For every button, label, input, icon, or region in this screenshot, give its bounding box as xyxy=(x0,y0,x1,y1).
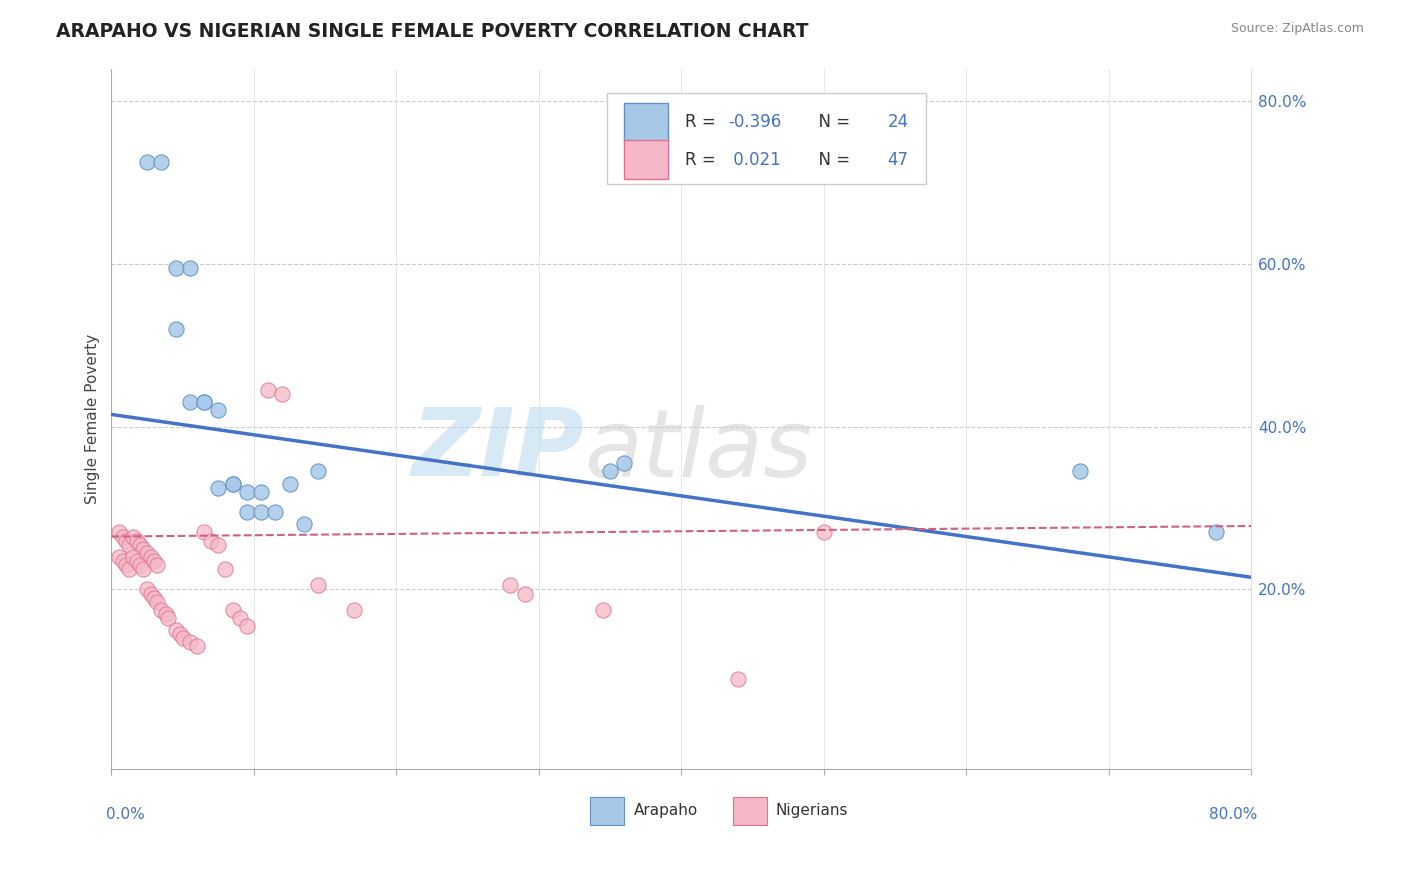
Point xyxy=(250,484,273,499)
Point xyxy=(132,562,155,576)
Bar xyxy=(733,797,766,824)
Point xyxy=(146,595,169,609)
Text: 47: 47 xyxy=(887,151,908,169)
Point xyxy=(236,484,259,499)
Point xyxy=(172,632,194,646)
Point xyxy=(114,533,136,548)
Point xyxy=(200,533,222,548)
Point xyxy=(121,549,143,564)
Point xyxy=(125,554,148,568)
Point xyxy=(221,476,243,491)
Bar xyxy=(591,797,624,824)
Point xyxy=(129,558,152,572)
Point xyxy=(813,525,835,540)
Text: N =: N = xyxy=(808,151,855,169)
Point xyxy=(271,387,294,401)
Point xyxy=(179,395,201,409)
Point xyxy=(214,562,236,576)
Point xyxy=(117,562,139,576)
Point xyxy=(228,611,250,625)
Point xyxy=(207,481,229,495)
Point xyxy=(613,456,636,470)
Point xyxy=(193,395,215,409)
Point xyxy=(1205,525,1227,540)
Point xyxy=(121,530,143,544)
Point xyxy=(236,505,259,519)
Text: Nigerians: Nigerians xyxy=(776,803,848,818)
Bar xyxy=(624,103,668,142)
Point xyxy=(179,260,201,275)
Point xyxy=(169,627,191,641)
Point xyxy=(155,607,177,621)
Text: Source: ZipAtlas.com: Source: ZipAtlas.com xyxy=(1230,22,1364,36)
Point xyxy=(207,403,229,417)
Text: ARAPAHO VS NIGERIAN SINGLE FEMALE POVERTY CORRELATION CHART: ARAPAHO VS NIGERIAN SINGLE FEMALE POVERT… xyxy=(56,22,808,41)
Point xyxy=(179,635,201,649)
Point xyxy=(107,525,129,540)
Point xyxy=(236,619,259,633)
Point xyxy=(150,155,173,169)
Text: R =: R = xyxy=(685,113,721,131)
Text: atlas: atlas xyxy=(585,405,813,496)
Point xyxy=(129,538,152,552)
Point xyxy=(150,603,173,617)
Point xyxy=(1069,465,1091,479)
Point xyxy=(141,549,163,564)
Point xyxy=(165,623,187,637)
Point xyxy=(307,578,329,592)
Point xyxy=(250,505,273,519)
Point xyxy=(499,578,522,592)
Point xyxy=(592,603,614,617)
Bar xyxy=(624,140,668,178)
Point xyxy=(143,554,166,568)
Point xyxy=(132,541,155,556)
Point xyxy=(599,465,621,479)
Text: Arapaho: Arapaho xyxy=(634,803,697,818)
Point xyxy=(125,533,148,548)
Point xyxy=(165,322,187,336)
Point xyxy=(727,672,749,686)
Text: ZIP: ZIP xyxy=(412,404,585,496)
Point xyxy=(207,538,229,552)
Point xyxy=(513,586,536,600)
Y-axis label: Single Female Poverty: Single Female Poverty xyxy=(86,334,100,504)
FancyBboxPatch shape xyxy=(607,93,927,184)
Point xyxy=(193,395,215,409)
Text: 0.0%: 0.0% xyxy=(105,807,145,822)
Point xyxy=(221,603,243,617)
Point xyxy=(146,558,169,572)
Point xyxy=(111,554,134,568)
Point xyxy=(193,525,215,540)
Point xyxy=(264,505,287,519)
Text: -0.396: -0.396 xyxy=(728,113,782,131)
Point xyxy=(307,465,329,479)
Point xyxy=(157,611,180,625)
Text: 24: 24 xyxy=(887,113,908,131)
Point xyxy=(114,558,136,572)
Point xyxy=(141,586,163,600)
Text: N =: N = xyxy=(808,113,855,131)
Point xyxy=(143,591,166,605)
Point xyxy=(257,383,280,397)
Text: 0.021: 0.021 xyxy=(728,151,780,169)
Point xyxy=(278,476,301,491)
Point xyxy=(136,155,159,169)
Text: 80.0%: 80.0% xyxy=(1209,807,1257,822)
Point xyxy=(117,538,139,552)
Text: R =: R = xyxy=(685,151,721,169)
Point xyxy=(165,260,187,275)
Point xyxy=(136,582,159,597)
Point xyxy=(136,546,159,560)
Point xyxy=(186,640,208,654)
Point xyxy=(292,517,315,532)
Point xyxy=(343,603,366,617)
Point xyxy=(221,476,243,491)
Point xyxy=(111,530,134,544)
Point xyxy=(107,549,129,564)
